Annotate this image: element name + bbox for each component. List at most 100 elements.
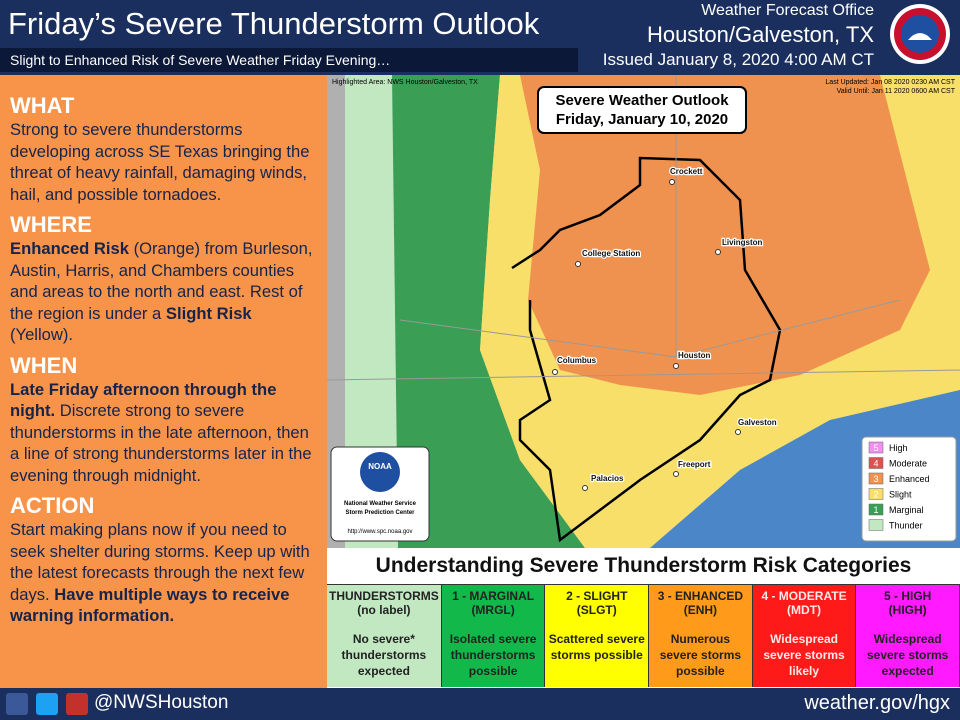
noaa-url: http://www.spc.noaa.gov (347, 529, 412, 535)
category-abbr: (MRGL) (471, 603, 515, 617)
section-heading: WHEN (10, 352, 78, 378)
legend-label: High (889, 443, 908, 453)
city-dot (552, 369, 558, 375)
city-label: Palacios (591, 474, 624, 483)
category-name: 5 - HIGH (883, 589, 932, 603)
category-abbr: (MDT) (787, 603, 822, 617)
category-description: No severe* thunderstorms expected (341, 632, 427, 678)
legend-swatch (868, 441, 884, 454)
city-dot (669, 179, 675, 185)
category-abbr: (HIGH) (888, 603, 927, 617)
legend-swatch (868, 472, 884, 485)
category-name: 4 - MODERATE (761, 589, 847, 603)
noaa-line: National Weather Service (344, 501, 417, 507)
city-dot (735, 429, 741, 435)
noaa-logo (360, 452, 400, 492)
legend-label: Thunder (889, 521, 923, 531)
text-run: Strong to severe thunderstorms developin… (10, 120, 310, 204)
section-text: Start making plans now if you need to se… (10, 519, 317, 627)
category-columns: THUNDERSTORMS (no label) No severe* thunde… (327, 584, 960, 687)
city-label: Livingston (722, 238, 763, 247)
outlook-title: Severe Weather Outlook (555, 92, 729, 109)
category: 2 - SLIGHT (SLGT) Scattered severe storms … (545, 585, 650, 687)
city-dot (715, 249, 721, 255)
city-label: Freeport (678, 460, 711, 469)
handle: @NWSHouston (94, 692, 229, 713)
legend-label: Marginal (889, 505, 924, 515)
category-description: Widespread severe storms expected (866, 632, 949, 678)
category-abbr: (no label) (357, 603, 411, 617)
legend-swatch (868, 503, 884, 516)
noaa-line: Storm Prediction Center (345, 510, 415, 516)
category-name: 2 - SLIGHT (566, 589, 628, 603)
section-text: Late Friday afternoon through the night.… (10, 379, 317, 487)
legend-number: 3 (873, 474, 878, 484)
section-heading: WHERE (10, 212, 92, 237)
section-text: Strong to severe thunderstorms developin… (10, 119, 317, 205)
section-heading: WHAT (10, 93, 75, 118)
office-name: Houston/Galveston, TX (646, 22, 874, 47)
section: WHEN Late Friday afternoon through the ni… (10, 353, 317, 487)
map: Highlighted Area: NWS Houston/Galveston,… (327, 75, 960, 548)
section: ACTION Start making plans now if you need… (10, 493, 317, 627)
text-run: Late Friday afternoon through the night. (10, 379, 277, 421)
outlook-box (537, 86, 747, 134)
legend-number: 1 (873, 505, 878, 515)
noaa-name: NOAA (368, 462, 392, 471)
category-description: Widespread severe storms likely (763, 632, 845, 678)
legend-number: 5 (873, 443, 878, 453)
category: THUNDERSTORMS (no label) No severe* thunde… (327, 585, 442, 687)
category-abbr: (ENH) (683, 603, 718, 617)
text-run: (Orange) from Burleson, Austin, Harris, … (10, 239, 313, 323)
categories-title: Understanding Severe Thunderstorm Risk C… (375, 554, 912, 577)
issued: Issued January 8, 2020 4:00 AM CT (602, 50, 874, 69)
city-label: Crockett (670, 167, 703, 176)
website: weather.gov/hgx (804, 692, 950, 714)
legend-number: 2 (873, 490, 878, 500)
nws-logo (890, 4, 950, 64)
text-run: Have multiple ways to receive warning in… (10, 584, 290, 626)
category-name: 1 - MARGINAL (452, 589, 535, 603)
text-run: Enhanced Risk (10, 239, 129, 258)
category: 1 - MARGINAL (MRGL) Isolated severe thunde… (441, 585, 546, 687)
category: 4 - MODERATE (MDT) Widespread severe storm… (752, 585, 857, 687)
office-label: Weather Forecast Office (701, 2, 874, 19)
category-description: Numerous severe storms possible (659, 632, 742, 678)
city-dot (582, 485, 588, 491)
legend-swatch (868, 519, 884, 531)
category-description: Isolated severe thunderstorms possible (449, 632, 537, 678)
city-label: Columbus (557, 356, 597, 365)
city-label: Galveston (738, 418, 777, 427)
text-run: Discrete strong to severe thunderstorms … (10, 401, 312, 485)
outlook-date: Friday, January 10, 2020 (556, 111, 728, 128)
text-run: Start making plans now if you need to se… (10, 520, 310, 604)
footer: @NWSHouston weather.gov/hgx (0, 688, 960, 720)
city-dot (673, 363, 679, 369)
category-name: 3 - ENHANCED (657, 589, 744, 603)
legend-label: Enhanced (889, 474, 930, 484)
section-text: Enhanced Risk (Orange) from Burleson, Au… (10, 238, 317, 346)
noaa-box (330, 446, 430, 542)
legend-swatch (868, 457, 884, 469)
social-icons (6, 693, 88, 715)
city-dot (575, 261, 581, 267)
legend-label: Slight (889, 490, 912, 500)
section: WHAT Strong to severe thunderstorms devel… (10, 93, 317, 205)
map-updated: Last Updated: Jan 08 2020 0230 AM CST (825, 79, 955, 86)
section: WHERE Enhanced Risk (Orange) from Burleso… (10, 212, 317, 346)
category-abbr: (SLGT) (576, 603, 617, 617)
risk-categories: Understanding Severe Thunderstorm Risk C… (327, 548, 960, 688)
category: 5 - HIGH (HIGH) Widespread severe storms e… (856, 585, 960, 687)
city-label: College Station (582, 249, 640, 258)
legend-number: 4 (873, 459, 878, 469)
category-name: THUNDERSTORMS (329, 589, 439, 603)
text-run: (Yellow). (10, 325, 74, 344)
section-heading: ACTION (10, 493, 95, 518)
subtitle: Slight to Enhanced Risk of Severe Weathe… (0, 48, 578, 72)
map-valid: Valid Until: Jan 11 2020 0600 AM CST (837, 88, 956, 95)
legend-swatch (868, 488, 884, 500)
text-run: Slight Risk (165, 303, 252, 323)
category: 3 - ENHANCED (ENH) Numerous severe storms … (649, 585, 753, 687)
category-description: Scattered severe storms possible (548, 632, 645, 662)
